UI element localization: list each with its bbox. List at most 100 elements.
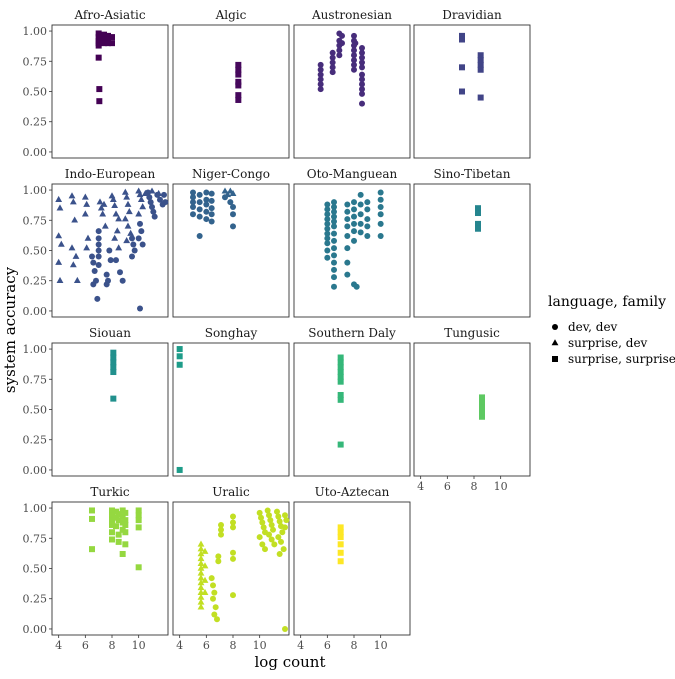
data-point: [109, 529, 115, 536]
data-point: [197, 598, 205, 605]
data-point: [229, 189, 237, 196]
data-point: [359, 54, 365, 61]
data-point: [197, 540, 205, 547]
data-point: [230, 223, 236, 230]
panel-uto-aztecan: Uto-Aztecan 4 6 8 10: [293, 485, 411, 652]
data-point: [317, 66, 324, 73]
data-point: [130, 241, 137, 248]
data-point: [190, 194, 196, 201]
data-point: [137, 305, 143, 312]
data-point: [176, 361, 183, 368]
legend-label: dev, dev: [568, 320, 618, 334]
data-point: [266, 512, 272, 519]
y-tick-label: 0.00: [23, 623, 48, 636]
data-point: [235, 61, 242, 68]
x-tick-label: 6: [82, 639, 89, 652]
data-point: [139, 203, 147, 210]
data-point: [275, 513, 282, 520]
data-point: [359, 81, 365, 88]
data-point: [359, 90, 365, 97]
data-point: [197, 559, 205, 566]
data-point: [197, 550, 205, 557]
data-point: [109, 34, 115, 41]
y-tick-label: 0.25: [23, 434, 48, 447]
data-point: [151, 213, 158, 220]
data-point: [83, 244, 91, 251]
data-point: [109, 512, 115, 519]
data-point: [230, 549, 236, 556]
y-tick-label: 0.25: [23, 275, 48, 288]
data-point: [197, 579, 205, 586]
panel-title: Oto-Manguean: [307, 167, 398, 181]
data-point: [122, 541, 129, 548]
data-point: [95, 235, 102, 242]
data-point: [479, 413, 485, 420]
data-point: [110, 395, 117, 402]
data-point: [357, 220, 364, 227]
panel-title: Dravidian: [442, 8, 502, 22]
data-point: [55, 195, 63, 202]
data-point: [115, 244, 123, 251]
data-point: [197, 593, 205, 600]
data-point: [129, 253, 135, 260]
data-point: [459, 32, 465, 39]
data-point: [317, 81, 324, 88]
panel-title: Turkic: [90, 485, 130, 499]
data-point: [218, 526, 224, 533]
data-point: [235, 78, 242, 85]
data-point: [107, 257, 114, 264]
data-point: [124, 200, 132, 207]
data-point: [137, 220, 143, 227]
data-point: [131, 247, 138, 254]
data-point: [324, 247, 331, 254]
data-point: [337, 541, 344, 548]
data-point: [96, 86, 103, 93]
data-point: [258, 514, 264, 521]
panel-title: Austronesian: [311, 8, 392, 22]
data-point: [230, 519, 236, 526]
data-point: [141, 189, 149, 196]
data-point: [109, 517, 115, 524]
data-point: [324, 206, 331, 213]
data-point: [115, 531, 122, 538]
data-point: [84, 234, 92, 241]
data-point: [112, 210, 120, 217]
data-point: [197, 603, 205, 610]
data-point: [337, 391, 344, 398]
data-point: [148, 187, 156, 194]
data-point: [351, 47, 357, 54]
data-point: [68, 244, 76, 251]
data-point: [279, 529, 286, 536]
data-point: [135, 507, 142, 514]
panel-title: Uto-Aztecan: [315, 485, 390, 499]
data-point: [324, 254, 331, 261]
y-tick-label: 0.50: [23, 245, 48, 258]
panel-afro-asiatic: Afro-Asiatic 0.00 0.25 0.50 0.75 1.00: [23, 8, 169, 159]
data-point: [344, 201, 351, 208]
data-point: [337, 359, 344, 366]
data-point: [459, 88, 465, 95]
y-tick-label: 0.25: [23, 116, 48, 129]
data-point: [256, 509, 263, 516]
data-point: [135, 210, 143, 217]
data-point: [479, 404, 485, 411]
data-point: [337, 378, 344, 385]
data-point: [95, 54, 102, 61]
data-point: [109, 536, 115, 543]
data-point: [113, 523, 119, 530]
data-point: [351, 32, 357, 39]
data-point: [196, 199, 203, 206]
data-point: [135, 524, 142, 531]
data-point: [331, 230, 337, 237]
data-point: [95, 228, 102, 235]
x-axis-title: log count: [255, 653, 326, 671]
data-point: [230, 524, 236, 531]
y-tick-label: 1.00: [23, 343, 48, 356]
data-point: [96, 98, 103, 105]
data-point: [359, 86, 365, 93]
y-tick-label: 0.50: [23, 86, 48, 99]
data-point: [101, 36, 107, 43]
data-point: [95, 247, 102, 254]
data-point: [359, 59, 365, 66]
y-axis-title: system accuracy: [1, 266, 19, 393]
